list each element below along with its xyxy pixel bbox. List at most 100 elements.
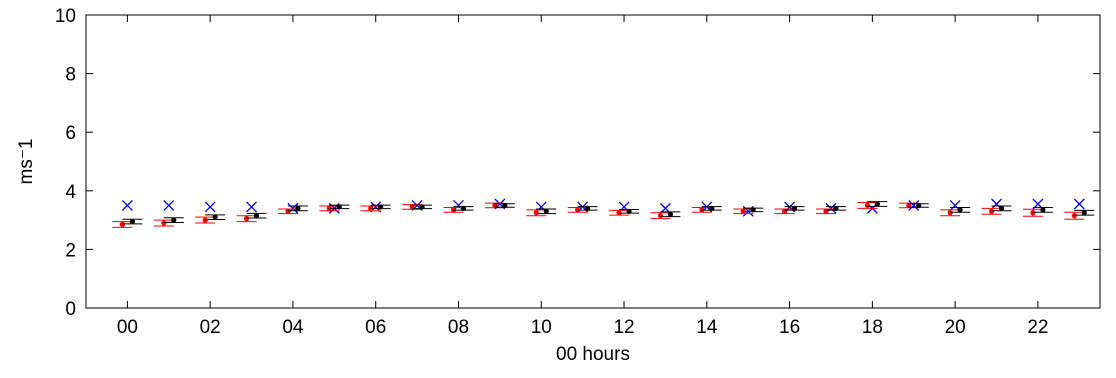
dot-marker (833, 205, 839, 211)
dot-marker (750, 207, 756, 213)
dot-marker (988, 208, 995, 214)
dot-marker (823, 208, 829, 214)
black-point (163, 217, 184, 223)
dot-marker (1071, 213, 1077, 219)
black-point (784, 205, 805, 211)
black-point (1074, 209, 1095, 216)
x-marker-point (121, 199, 133, 211)
red-point (567, 207, 588, 213)
red-point (1022, 208, 1043, 217)
red-point (277, 208, 298, 215)
x-tick-label: 04 (282, 317, 304, 338)
x-marker-point (204, 201, 216, 213)
x-tick-label: 14 (696, 317, 718, 338)
dot-marker (533, 210, 539, 216)
dot-marker (202, 217, 208, 223)
black-point (329, 204, 350, 210)
y-tick-label: 4 (65, 182, 76, 203)
x-marker-stroke (949, 199, 961, 211)
black-point (412, 204, 433, 210)
x-tick-label: 06 (365, 317, 386, 338)
dot-marker (864, 202, 871, 209)
dot-marker (419, 204, 425, 210)
dot-marker (947, 210, 953, 216)
dot-marker (957, 207, 963, 213)
x-tick-label: 08 (448, 317, 469, 338)
dot-marker (502, 202, 508, 209)
dot-marker (874, 201, 880, 207)
dot-marker (626, 208, 632, 214)
black-point (453, 205, 474, 211)
dot-marker (460, 205, 467, 211)
black-point (287, 205, 308, 212)
dot-marker (243, 216, 250, 222)
dot-marker (212, 214, 218, 220)
x-tick-label: 16 (779, 317, 800, 338)
x-tick-label: 00 (117, 317, 138, 338)
dot-marker (657, 213, 664, 219)
black-point (950, 207, 971, 213)
dot-marker (171, 217, 177, 223)
y-axis-title: ms⁻1 (16, 139, 37, 185)
y-tick-label: 10 (55, 6, 76, 27)
y-tick-label: 6 (65, 123, 76, 144)
black-point (908, 202, 929, 209)
dot-marker (998, 205, 1005, 211)
black-point (991, 205, 1012, 212)
dot-marker (295, 205, 301, 211)
red-point (691, 207, 712, 213)
dot-marker (543, 208, 549, 214)
x-marker-stroke (991, 198, 1002, 210)
x-marker-point (163, 199, 175, 211)
black-point (1032, 207, 1053, 213)
dot-marker (916, 202, 922, 209)
red-point (940, 209, 961, 217)
black-point (701, 205, 722, 211)
dot-marker (1040, 207, 1046, 213)
plot-frame (85, 14, 1101, 309)
black-point (370, 204, 391, 210)
y-tick-label: 8 (65, 65, 76, 86)
plot-area (85, 14, 1101, 309)
x-tick-label: 18 (862, 317, 883, 338)
dot-marker (791, 205, 798, 211)
x-marker-stroke (1073, 198, 1085, 210)
red-point (443, 207, 464, 213)
black-point (536, 208, 557, 215)
x-tick-label: 20 (945, 317, 966, 338)
black-point (825, 205, 846, 211)
x-tick-label: 12 (613, 317, 634, 338)
x-marker-point (1073, 198, 1085, 210)
x-marker-point (908, 199, 920, 211)
x-marker-stroke (204, 201, 216, 213)
black-point (619, 208, 640, 214)
dot-marker (119, 221, 126, 228)
x-axis-title: 00 hours (556, 344, 630, 365)
x-marker-stroke (246, 201, 258, 213)
x-marker-stroke (163, 199, 175, 211)
x-tick-label: 10 (531, 317, 552, 338)
red-point (236, 215, 257, 223)
data-marks (112, 198, 1095, 228)
dot-marker (782, 208, 788, 214)
red-point (1064, 211, 1085, 220)
dot-marker (378, 204, 384, 210)
y-tick-label: 0 (65, 299, 76, 320)
y-tick-label: 2 (65, 240, 76, 261)
red-point (816, 208, 837, 215)
black-point (246, 212, 267, 219)
red-point (112, 221, 133, 228)
red-point (981, 207, 1002, 215)
red-point (153, 219, 174, 227)
black-point (577, 205, 598, 211)
red-point (402, 204, 423, 210)
x-tick-label: 22 (1027, 317, 1048, 338)
black-point (205, 214, 226, 221)
x-marker-stroke (121, 199, 133, 211)
dot-marker (1030, 210, 1036, 216)
black-point (867, 201, 888, 207)
x-marker-point (246, 201, 258, 213)
x-marker-stroke (908, 199, 920, 211)
